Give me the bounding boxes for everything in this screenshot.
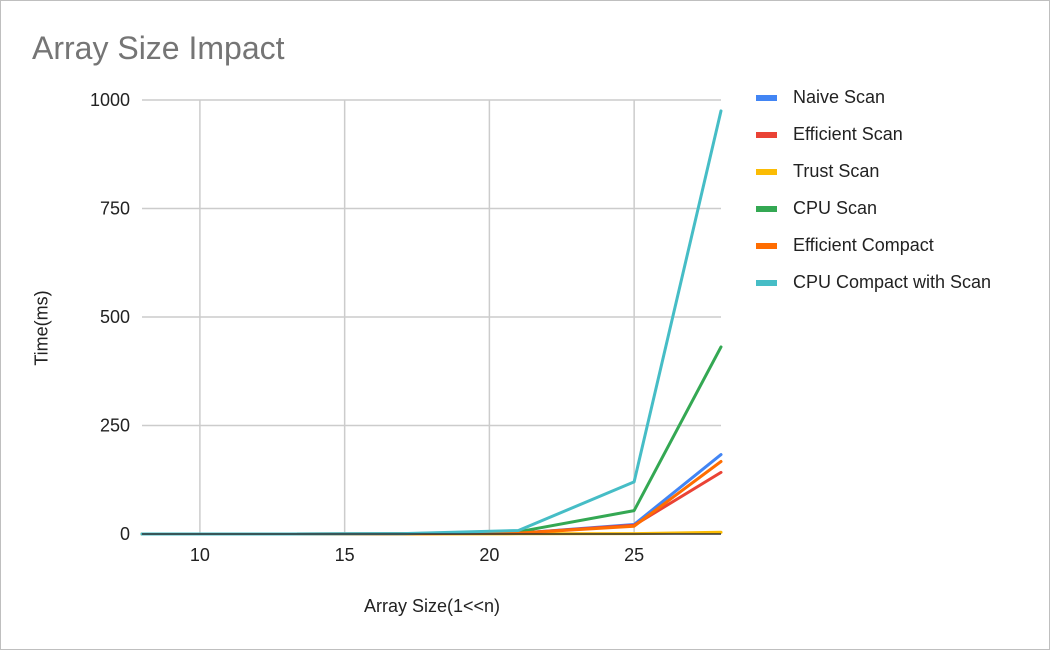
legend-item: Efficient Scan (756, 125, 1016, 143)
legend-label: CPU Scan (793, 198, 878, 218)
legend-swatch (756, 243, 777, 249)
legend-swatch (756, 132, 777, 138)
legend-item: Trust Scan (756, 162, 1016, 180)
y-tick-label: 250 (100, 416, 130, 436)
legend-label: Naive Scan (793, 87, 886, 107)
legend-item: CPU Compact with Scan (756, 273, 1016, 291)
legend-swatch (756, 95, 777, 101)
x-tick-label: 15 (335, 545, 355, 565)
chart-title: Array Size Impact (32, 30, 285, 66)
legend-item: Naive Scan (756, 88, 1016, 106)
legend-item: CPU Scan (756, 199, 1016, 217)
legend-label: CPU Compact with Scan (793, 272, 992, 292)
y-tick-label: 0 (120, 524, 130, 544)
x-tick-label: 20 (479, 545, 499, 565)
legend-swatch (756, 169, 777, 175)
y-tick-label: 1000 (90, 90, 130, 110)
y-tick-labels: 0 250 500 750 1000 (90, 90, 130, 544)
legend-swatch (756, 206, 777, 212)
grid-lines (142, 99, 721, 534)
legend-label: Efficient Compact (793, 235, 934, 255)
x-tick-labels: 10 15 20 25 (190, 545, 644, 565)
legend: Naive Scan Efficient Scan Trust Scan CPU Sc… (756, 88, 1016, 310)
legend-label: Efficient Scan (793, 124, 903, 144)
legend-swatch (756, 280, 777, 286)
legend-item: Efficient Compact (756, 236, 1016, 254)
legend-label: Trust Scan (793, 161, 880, 181)
x-tick-label: 10 (190, 545, 210, 565)
y-tick-label: 750 (100, 199, 130, 219)
x-axis-label: Array Size(1<<n) (363, 596, 501, 616)
y-tick-label: 500 (100, 307, 130, 327)
x-tick-label: 25 (624, 545, 644, 565)
